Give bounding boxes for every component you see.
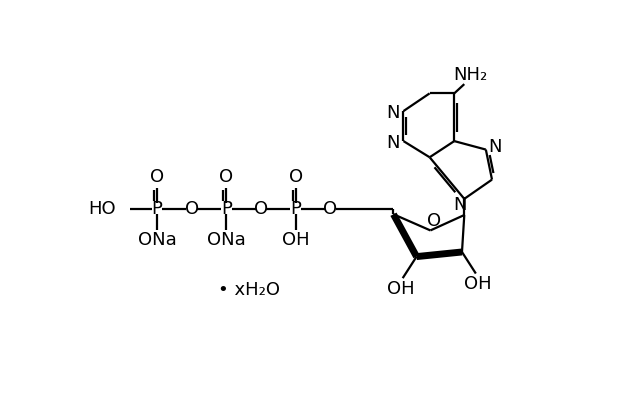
Text: HO: HO — [88, 200, 116, 218]
Text: ONa: ONa — [138, 231, 177, 250]
Text: O: O — [427, 212, 442, 230]
Text: N: N — [387, 105, 400, 122]
Text: O: O — [185, 200, 199, 218]
Text: ONa: ONa — [207, 231, 246, 250]
Text: • xH₂O: • xH₂O — [218, 281, 280, 299]
Text: OH: OH — [465, 275, 492, 293]
Text: P: P — [152, 200, 163, 218]
Text: OH: OH — [282, 231, 310, 250]
Text: N: N — [387, 134, 400, 152]
Text: P: P — [290, 200, 301, 218]
Text: OH: OH — [387, 280, 414, 298]
Text: N: N — [488, 138, 502, 156]
Text: NH₂: NH₂ — [453, 66, 488, 84]
Text: P: P — [221, 200, 232, 218]
Text: O: O — [289, 167, 303, 185]
Text: O: O — [323, 200, 337, 218]
Text: O: O — [220, 167, 234, 185]
Text: O: O — [254, 200, 268, 218]
Text: N: N — [454, 196, 467, 214]
Text: O: O — [150, 167, 164, 185]
